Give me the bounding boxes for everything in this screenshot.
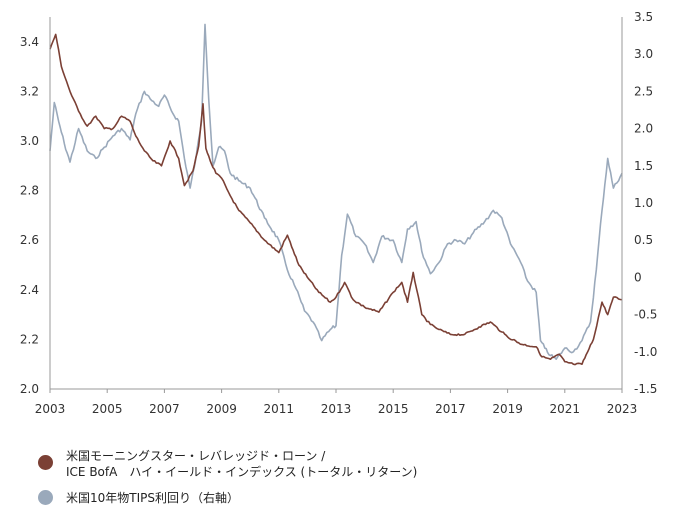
x-tick-label: 2013: [321, 402, 352, 416]
y-right-tick-label: 3.5: [634, 10, 653, 24]
y-left-tick-label: 3.0: [20, 134, 39, 148]
y-right-tick-label: 2.0: [634, 122, 653, 136]
legend-swatch-brown: [38, 455, 53, 470]
y-right-tick-label: -1.0: [634, 345, 657, 359]
x-tick-label: 2015: [378, 402, 409, 416]
y-left-tick-label: 3.2: [20, 84, 39, 98]
y-left-tick-label: 3.4: [20, 35, 39, 49]
x-tick-label: 2007: [149, 402, 180, 416]
x-tick-label: 2021: [550, 402, 581, 416]
x-tick-label: 2005: [92, 402, 123, 416]
x-tick-label: 2003: [35, 402, 66, 416]
y-right-tick-label: 0.5: [634, 233, 653, 247]
legend-label-tips-yield: 米国10年物TIPS利回り（右軸）: [66, 491, 239, 505]
series-line-0: [49, 33, 623, 366]
y-left-tick-label: 2.8: [20, 184, 39, 198]
y-left-tick-label: 2.0: [20, 382, 39, 396]
legend-swatch-blue-grey: [38, 490, 53, 505]
y-right-tick-label: 2.5: [634, 84, 653, 98]
y-right-tick-label: -1.5: [634, 382, 657, 396]
x-tick-label: 2011: [264, 402, 295, 416]
y-left-tick-label: 2.4: [20, 283, 39, 297]
y-left-tick-label: 2.2: [20, 332, 39, 346]
y-right-tick-label: 0: [634, 270, 642, 284]
y-left-tick-label: 2.6: [20, 233, 39, 247]
x-tick-label: 2017: [435, 402, 466, 416]
legend-label-leveraged-loan-ratio: 米国モーニングスター・レバレッジド・ローン / ICE BofA ハイ・イールド・…: [66, 449, 418, 479]
y-right-tick-label: 1.5: [634, 159, 653, 173]
x-tick-label: 2023: [607, 402, 638, 416]
x-tick-label: 2019: [492, 402, 523, 416]
y-right-tick-label: 3.0: [634, 47, 653, 61]
series-line-1: [49, 23, 623, 360]
x-tick-label: 2009: [206, 402, 237, 416]
y-right-tick-label: 1.0: [634, 196, 653, 210]
y-right-tick-label: -0.5: [634, 308, 657, 322]
